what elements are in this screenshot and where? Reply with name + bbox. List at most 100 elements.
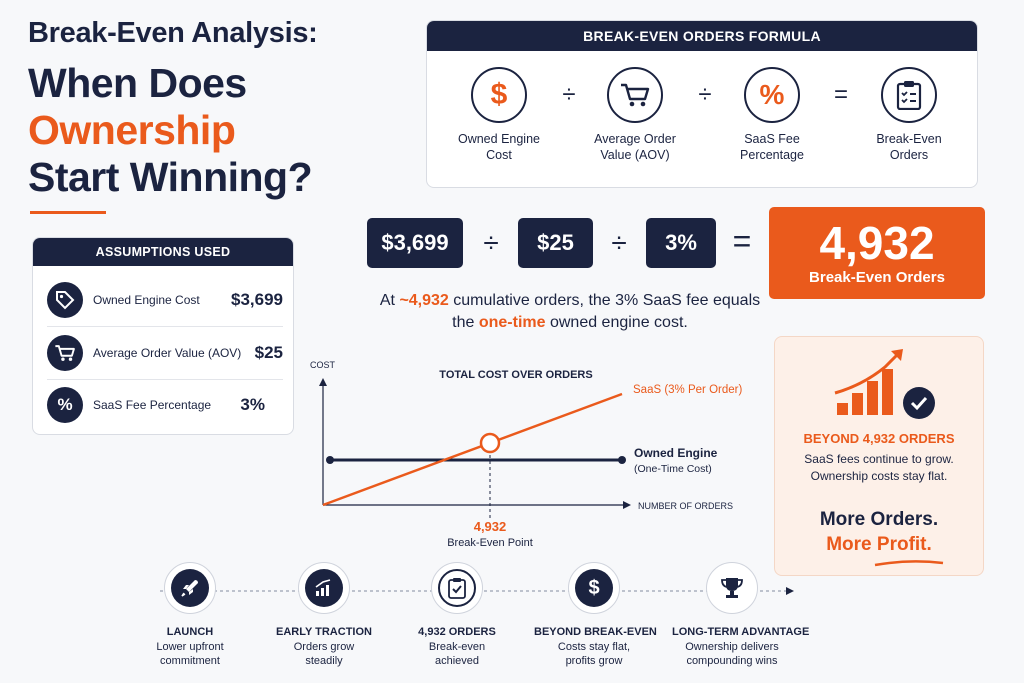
formula-label-aov: Average Order Value (AOV)	[594, 132, 676, 162]
beyond-desc-line: Ownership costs stay flat.	[810, 469, 948, 483]
assumption-value: 3%	[240, 395, 265, 414]
owned-series-label: Owned Engine	[634, 446, 718, 460]
result-box: 4,932 Break-Even Orders	[769, 207, 985, 299]
x-axis-label: NUMBER OF ORDERS	[638, 501, 733, 511]
equals-operator: =	[833, 81, 848, 108]
formula-item-cost: $ Owned Engine Cost	[444, 67, 554, 163]
formula-item-fee: % SaaS Fee Percentage	[717, 67, 827, 163]
dollar-growth-icon: $	[575, 569, 613, 607]
timeline-step-long-term: LONG-TERM ADVANTAGE Ownership delivers co…	[672, 562, 810, 668]
breakeven-point-label: Break-Even Point	[447, 537, 533, 549]
growth-chart-icon	[305, 569, 343, 607]
result-number: 4,932	[819, 217, 935, 269]
divide-operator: ÷	[562, 81, 576, 108]
chart-title: TOTAL COST OVER ORDERS	[439, 369, 592, 381]
fee-value-box: 3%	[646, 218, 716, 268]
statement-text: At	[379, 292, 400, 309]
divider	[47, 379, 283, 380]
title-line-2: When Does	[28, 60, 247, 106]
timeline-desc: Ownership delivers compounding wins	[672, 640, 792, 668]
timeline-desc: Orders grow steadily	[264, 640, 384, 668]
step-circle	[706, 562, 758, 614]
owned-series-sublabel: (One-Time Cost)	[634, 463, 712, 475]
assumption-label: Average Order Value (AOV)	[93, 346, 242, 360]
formula-item-aov: Average Order Value (AOV)	[580, 67, 690, 163]
more-orders-text: More Orders.	[819, 509, 939, 530]
timeline-title: LAUNCH	[166, 626, 214, 638]
breakeven-marker	[479, 432, 501, 454]
statement-highlight-onetime: one-time	[478, 314, 546, 331]
cost-value-box: $3,699	[367, 218, 463, 268]
formula-header: BREAK-EVEN ORDERS FORMULA	[427, 21, 977, 51]
step-circle	[431, 562, 483, 614]
divider	[47, 326, 283, 327]
dollar-icon: $	[471, 67, 527, 123]
beyond-description: SaaS fees continue to grow. Ownership co…	[775, 451, 983, 485]
y-axis-arrow	[319, 378, 327, 386]
percent-icon: %	[744, 67, 800, 123]
timeline-title: LONG-TERM ADVANTAGE	[672, 626, 810, 638]
cart-icon	[607, 67, 663, 123]
percent-icon: %	[47, 387, 83, 423]
assumption-row: Owned Engine Cost $3,699	[47, 280, 283, 320]
step-circle: $	[568, 562, 620, 614]
saas-series-label: SaaS (3% Per Order)	[633, 384, 742, 396]
clipboard-checklist-icon	[881, 67, 937, 123]
assumptions-card: ASSUMPTIONS USED Owned Engine Cost $3,69…	[32, 237, 294, 435]
assumption-row: % SaaS Fee Percentage 3%	[47, 385, 283, 425]
formula-label-result: Break-Even Orders	[876, 132, 942, 162]
formula-card: BREAK-EVEN ORDERS FORMULA $ Owned Engine…	[426, 20, 978, 188]
title-underline	[30, 211, 106, 214]
assumption-label: SaaS Fee Percentage	[93, 398, 212, 412]
timeline-step-launch: LAUNCH Lower upfront commitment	[130, 562, 250, 668]
timeline-desc-line: Orders grow	[293, 641, 355, 653]
timeline-title: BEYOND BREAK-EVEN	[534, 626, 657, 638]
assumption-row: Average Order Value (AOV) $25	[47, 333, 283, 373]
growth-bars-check-icon	[834, 349, 935, 419]
formula-label-cost: Owned Engine Cost	[457, 132, 540, 162]
page-title: Break-Even Analysis: When Does Ownership…	[28, 16, 388, 201]
underline-swoosh	[874, 560, 944, 567]
timeline-title: 4,932 ORDERS	[418, 626, 496, 638]
timeline-desc-line: Costs stay flat,	[557, 641, 631, 653]
beyond-card: BEYOND 4,932 ORDERS SaaS fees continue t…	[774, 336, 984, 576]
aov-value-box: $25	[518, 218, 593, 268]
assumption-value: $3,699	[231, 290, 283, 309]
divide-operator: ÷	[483, 227, 499, 258]
y-axis-label: COST	[310, 360, 336, 370]
divide-operator: ÷	[698, 81, 712, 108]
assumption-label: Owned Engine Cost	[93, 293, 200, 307]
timeline-step-early-traction: EARLY TRACTION Orders grow steadily	[264, 562, 384, 668]
statement-text: cumulative orders, the 3% SaaS fee equal…	[448, 292, 761, 331]
timeline-desc-line: commitment	[160, 655, 220, 667]
assumption-value: $25	[254, 343, 283, 362]
trophy-icon	[713, 569, 751, 607]
timeline-desc-line: profits grow	[565, 655, 623, 667]
timeline-desc-line: Ownership delivers	[685, 641, 779, 653]
timeline-step-breakeven: 4,932 ORDERS Break-even achieved	[397, 562, 517, 668]
timeline-desc-line: achieved	[434, 655, 480, 667]
owned-line-start-dot	[326, 456, 334, 464]
step-circle	[164, 562, 216, 614]
timeline-step-beyond: $ BEYOND BREAK-EVEN Costs stay flat, prof…	[534, 562, 657, 668]
timeline-desc: Lower upfront commitment	[130, 640, 250, 668]
cost-chart: COST TOTAL COST OVER ORDERS NUMBER OF OR…	[310, 360, 742, 549]
beyond-desc-line: SaaS fees continue to grow.	[804, 452, 954, 466]
price-tag-icon	[47, 282, 83, 318]
divide-operator: ÷	[611, 227, 627, 258]
timeline-desc-line: Break-even	[428, 641, 486, 653]
step-circle	[298, 562, 350, 614]
breakeven-statement: At ~4,932 cumulative orders, the 3% SaaS…	[370, 290, 770, 334]
result-label: Break-Even Orders	[809, 269, 945, 286]
formula-label-fee: SaaS Fee Percentage	[740, 132, 804, 162]
assumptions-header: ASSUMPTIONS USED	[33, 238, 293, 266]
cart-icon	[47, 335, 83, 371]
title-line-3: Ownership	[28, 107, 236, 153]
statement-text: owned engine cost.	[545, 314, 688, 331]
timeline-desc-line: compounding wins	[686, 655, 778, 667]
breakeven-value-label: 4,932	[474, 519, 507, 534]
saas-series	[322, 392, 623, 507]
timeline-title: EARLY TRACTION	[276, 626, 372, 638]
timeline-desc: Break-even achieved	[397, 640, 517, 668]
x-axis-arrow	[623, 501, 631, 509]
